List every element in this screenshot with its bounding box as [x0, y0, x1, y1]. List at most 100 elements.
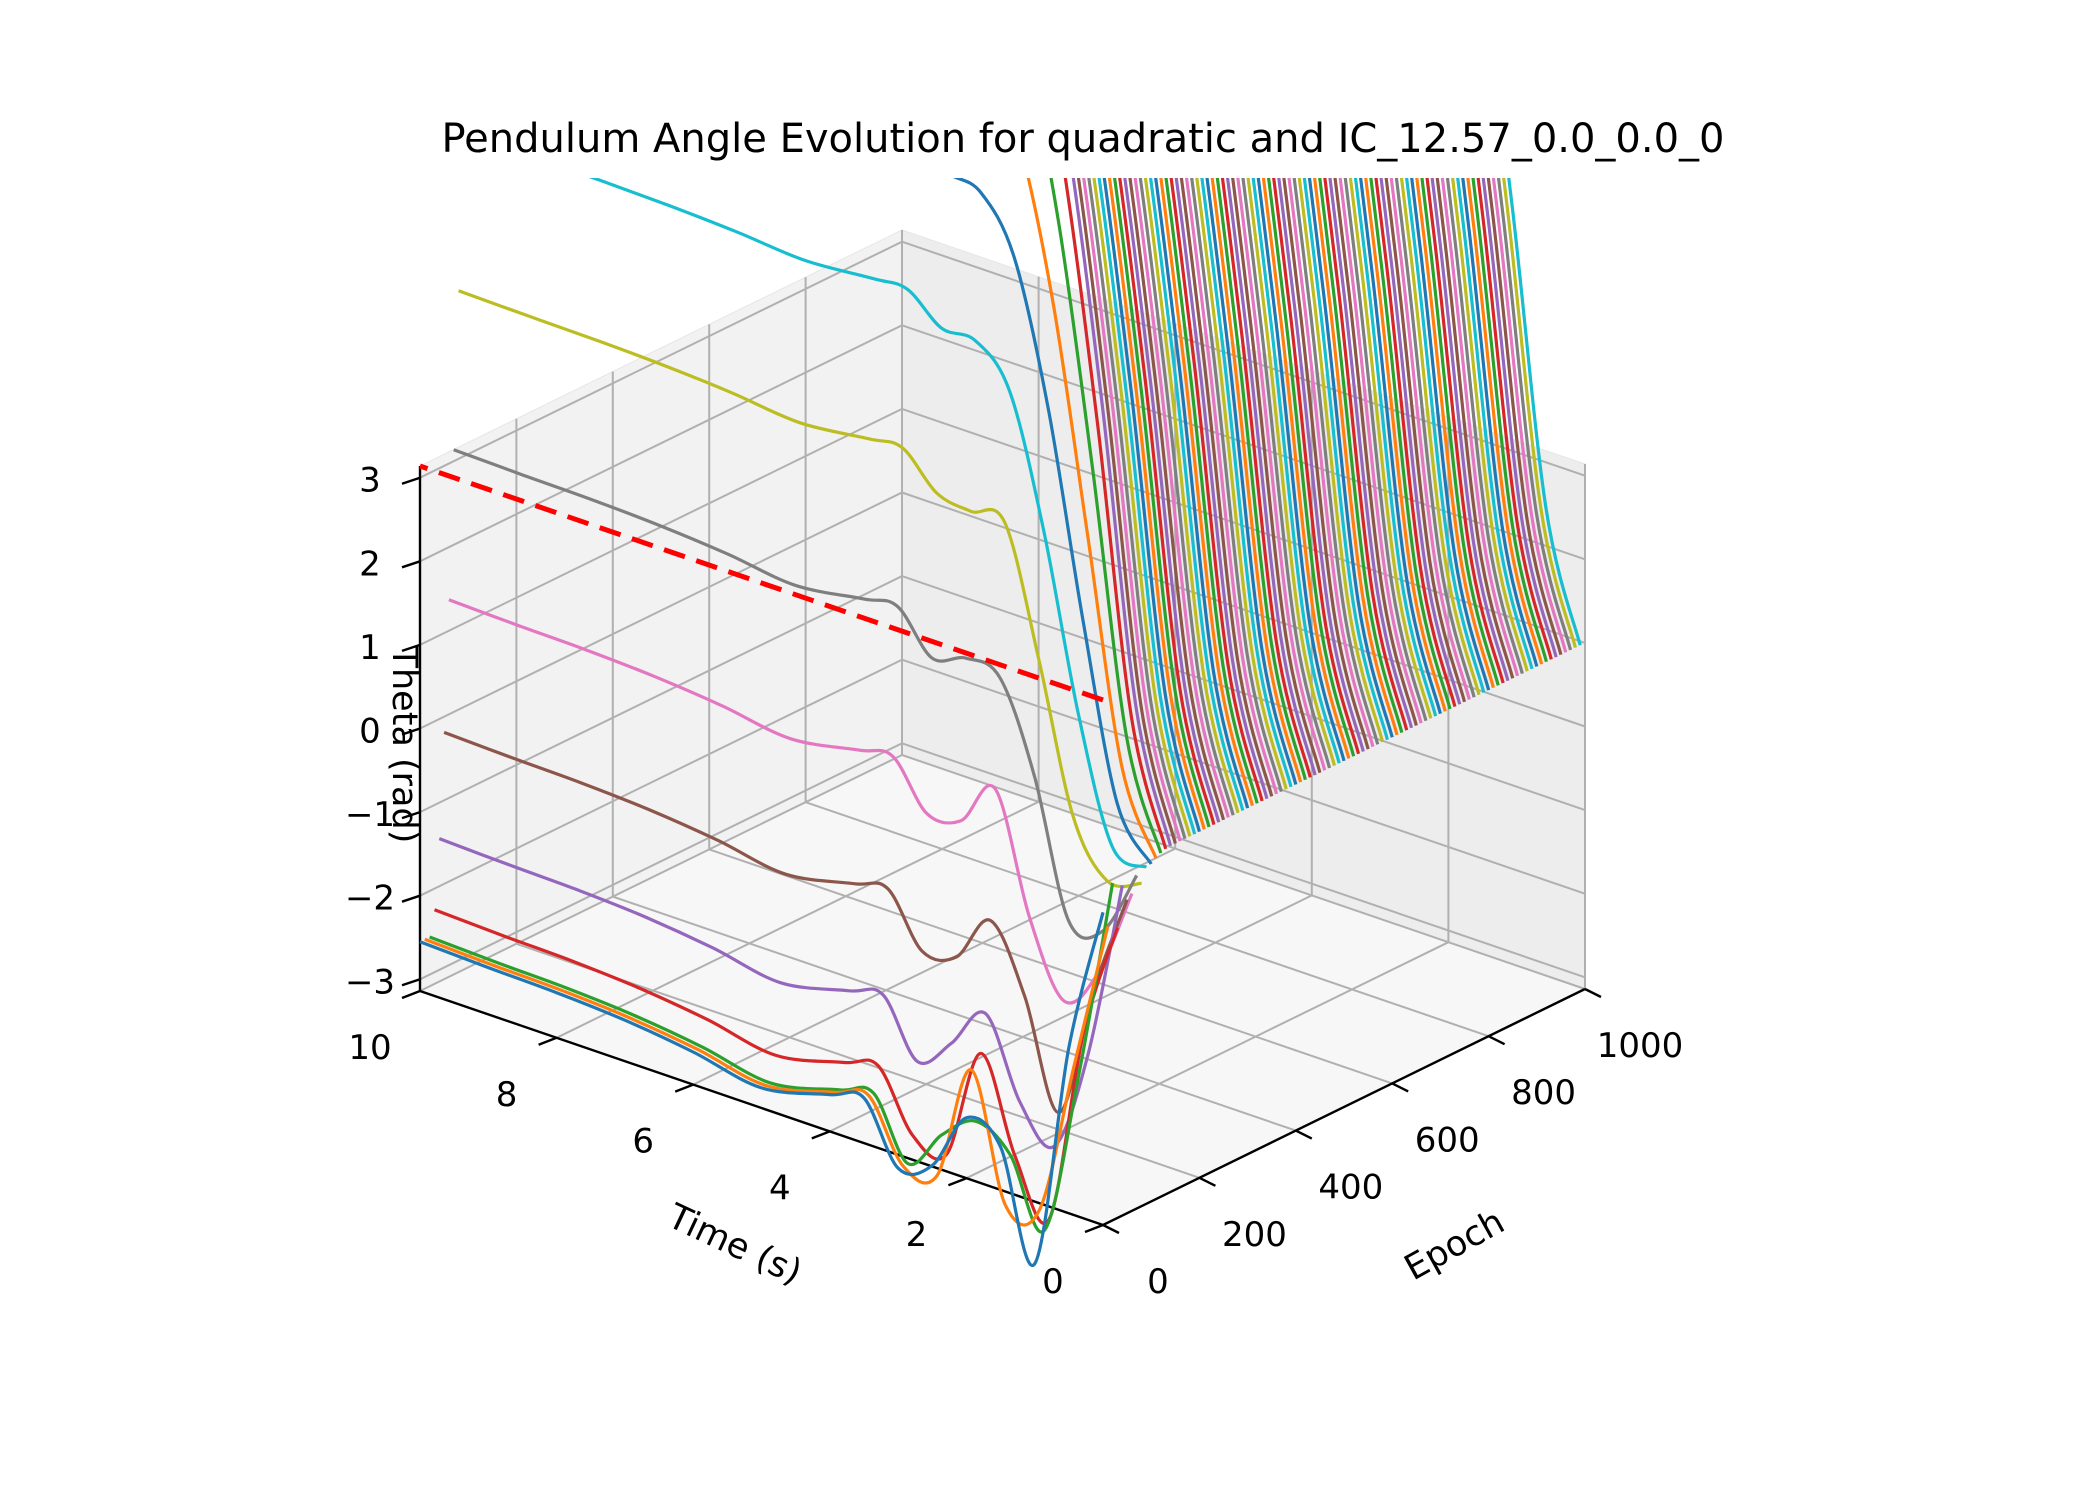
series-line	[1256, 178, 1346, 762]
series-line	[1471, 178, 1548, 663]
series-line	[1097, 178, 1197, 835]
series-line	[1071, 178, 1173, 847]
series-line	[1215, 178, 1307, 781]
series-line	[1272, 178, 1361, 755]
x-tick-mark	[1584, 987, 1602, 999]
z-tick-label: 0	[359, 712, 381, 752]
y-tick-mark	[538, 1036, 558, 1046]
series-line	[1174, 178, 1269, 800]
z-axis-label: Theta (rad)	[384, 646, 424, 844]
series-line	[458, 289, 1142, 889]
z-tick-label: 1	[359, 628, 381, 668]
x-tick-mark	[1295, 1129, 1313, 1140]
x-tick-label: 800	[1511, 1073, 1576, 1113]
z-tick-label: −3	[345, 962, 395, 1002]
series-line	[1451, 178, 1529, 672]
series-line	[1225, 178, 1317, 776]
series-line	[1507, 178, 1582, 646]
series-line	[1107, 178, 1206, 830]
y-tick-mark	[401, 989, 421, 1000]
series-group	[419, 178, 1582, 1268]
series-line	[419, 911, 1105, 1268]
y-tick-label: 0	[1042, 1262, 1064, 1302]
series-line	[1348, 178, 1433, 719]
series-line	[1133, 178, 1230, 818]
series-line	[1210, 178, 1303, 783]
series-line	[429, 882, 1115, 1234]
x-tick-label: 200	[1222, 1215, 1287, 1255]
series-line	[1231, 178, 1322, 774]
reference-line	[419, 463, 1104, 703]
series-line	[1466, 178, 1544, 665]
z-tick-label: 3	[359, 461, 381, 501]
x-tick-label: 600	[1415, 1120, 1480, 1160]
series-line	[1445, 178, 1524, 674]
series-line	[1491, 178, 1568, 653]
series-line	[1307, 178, 1394, 738]
series-line	[1440, 178, 1520, 677]
x-tick-mark	[1102, 1223, 1120, 1235]
z-tick-label: −2	[345, 879, 395, 919]
series-line	[1102, 178, 1201, 833]
series-line	[448, 598, 1134, 1005]
series-line	[1415, 178, 1495, 689]
series-line	[1389, 178, 1471, 700]
y-tick-mark	[1084, 1223, 1104, 1234]
series-line	[1318, 178, 1404, 733]
series-line	[1364, 178, 1447, 712]
series-line	[1190, 178, 1283, 792]
z-tick-label: −1	[345, 795, 395, 835]
series-line	[1394, 178, 1476, 698]
grid-line-time	[419, 230, 903, 992]
series-line	[1292, 178, 1380, 745]
series-line	[1282, 178, 1370, 750]
series-line	[1456, 178, 1534, 670]
series-line	[1169, 178, 1264, 802]
series-line	[1486, 178, 1563, 656]
series-line	[1287, 178, 1375, 748]
series-line	[1435, 178, 1515, 679]
y-tick-mark	[674, 1083, 694, 1093]
x-tick-mark	[1198, 1176, 1216, 1187]
series-line	[1461, 178, 1539, 667]
tick-labels: 0 200 400 600 800 1000 0 2 4 6 8 10 −3 −2 −1 0 1 2 3	[345, 461, 1683, 1302]
chart-title: Pendulum Angle Evolution for quadratic a…	[441, 116, 1724, 162]
grid-line-time	[829, 370, 1313, 1133]
axis-lines	[401, 466, 1602, 1235]
z-tick-mark	[401, 560, 421, 569]
z-tick-mark	[401, 476, 421, 485]
y-tick-label: 8	[496, 1075, 518, 1115]
series-line	[1420, 178, 1500, 686]
series-line	[1333, 178, 1418, 726]
grid-line-theta	[419, 240, 1586, 479]
z-tick-mark	[401, 978, 421, 987]
series-line	[1328, 178, 1414, 729]
series-line	[1236, 178, 1327, 771]
series-line	[1297, 178, 1385, 743]
z-tick-mark	[401, 727, 421, 736]
series-line	[1026, 178, 1158, 859]
series-line	[1323, 178, 1409, 731]
series-line	[1476, 178, 1553, 660]
grid-line-time	[692, 323, 1177, 1086]
series-line	[1251, 178, 1341, 764]
series-line	[1128, 178, 1226, 821]
reference-line-group	[419, 463, 1104, 703]
series-line	[1246, 178, 1336, 766]
series-line	[1430, 178, 1510, 682]
series-line	[1410, 178, 1491, 691]
series-line	[1138, 178, 1235, 816]
series-line	[1343, 178, 1428, 722]
y-tick-mark	[811, 1130, 831, 1140]
series-line	[1266, 178, 1356, 757]
y-tick-label: 6	[632, 1122, 654, 1162]
z-tick-mark	[401, 894, 421, 903]
series-line	[1123, 178, 1221, 823]
series-line	[588, 178, 1148, 869]
x-axis-line	[1102, 987, 1586, 1227]
series-line	[1112, 178, 1211, 828]
series-line	[1184, 178, 1279, 795]
series-line	[1369, 178, 1452, 710]
